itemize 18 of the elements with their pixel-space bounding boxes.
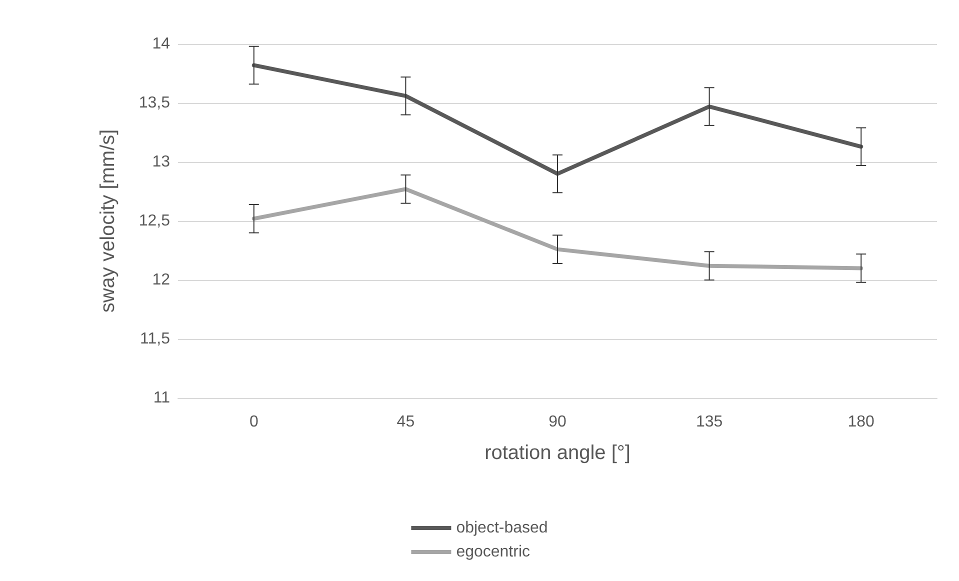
legend-label: egocentric — [456, 544, 530, 560]
y-tick-label: 11,5 — [140, 330, 170, 348]
x-axis-title: rotation angle [°] — [484, 442, 630, 464]
line-series — [252, 187, 864, 270]
y-tick-label: 13,5 — [138, 94, 170, 112]
y-tick-label: 12 — [152, 272, 170, 288]
x-tick-label: 135 — [696, 414, 723, 430]
x-tick-label: 45 — [396, 414, 415, 430]
y-axis-title: sway velocity [mm/s] — [97, 129, 119, 313]
y-tick-label: 12,5 — [138, 212, 170, 230]
legend-label: object-based — [456, 520, 548, 536]
y-tick-label: 14 — [152, 36, 170, 52]
y-tick-label: 13 — [152, 154, 170, 170]
x-tick-label: 0 — [249, 414, 258, 430]
y-tick-label: 11 — [153, 390, 170, 406]
x-tick-label: 90 — [548, 414, 566, 430]
x-tick-label: 180 — [848, 414, 875, 430]
line-series — [252, 63, 864, 176]
